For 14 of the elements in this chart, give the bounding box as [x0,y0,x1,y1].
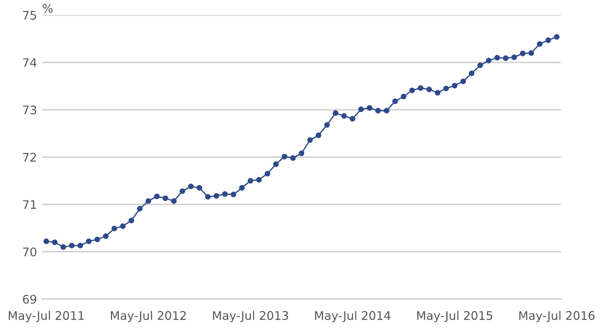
y-axis-title: % [42,4,53,13]
y-tick-label: 72 [23,152,36,162]
y-tick-label: 74 [23,58,36,67]
y-tick-label: 70 [23,247,36,256]
x-tick-label: May-Jul 2016 [519,310,595,322]
x-tick-label: May-Jul 2012 [110,310,186,322]
y-tick-label: 75 [23,11,36,20]
x-tick-label: May-Jul 2013 [213,310,288,322]
y-tick-label: 71 [23,200,36,209]
x-tick-label: May-Jul 2015 [417,310,492,322]
y-tick-label: 73 [23,105,36,114]
x-tick-label: May-Jul 2011 [8,310,84,322]
y-tick-label: 69 [22,294,36,304]
x-tick-label: May-Jul 2014 [315,310,390,322]
